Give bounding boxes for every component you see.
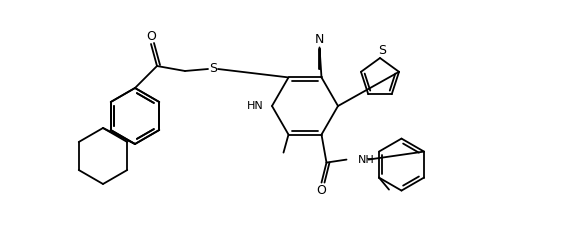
Text: O: O xyxy=(146,29,156,43)
Text: S: S xyxy=(378,44,386,56)
Text: HN: HN xyxy=(247,101,264,111)
Text: NH: NH xyxy=(357,155,374,165)
Text: S: S xyxy=(209,62,217,76)
Text: N: N xyxy=(315,33,324,46)
Text: O: O xyxy=(316,184,327,197)
